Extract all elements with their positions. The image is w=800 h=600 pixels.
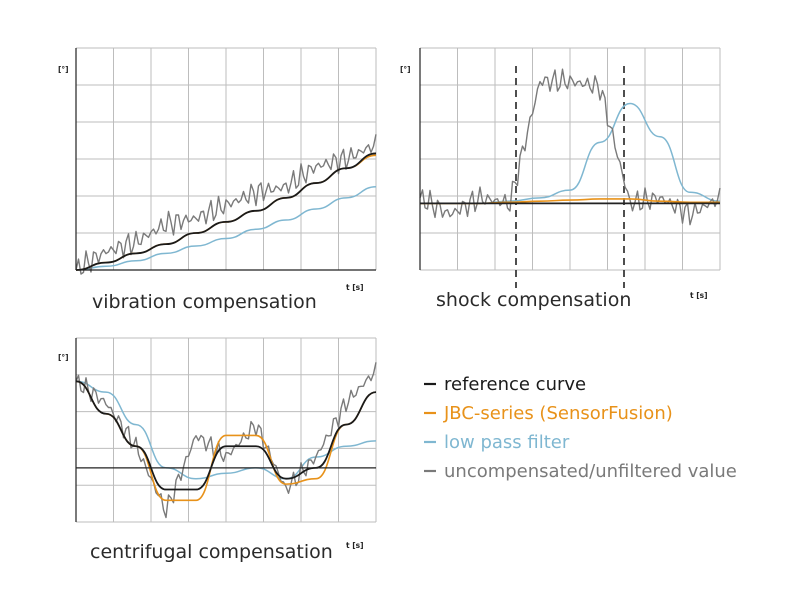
legend-label: uncompensated/unfiltered value <box>444 461 737 482</box>
legend: reference curve JBC-series (SensorFusion)… <box>424 374 737 482</box>
x-axis-label: t [s] <box>346 283 364 292</box>
y-axis-label: [°] <box>58 353 69 362</box>
shock-compensation-chart: [°] t [s] shock compensation <box>400 47 721 311</box>
centrifugal-compensation-chart: [°] t [s] centrifugal compensation <box>58 337 377 563</box>
series-raw <box>75 362 377 519</box>
y-axis-label: [°] <box>400 65 411 74</box>
series-raw <box>419 68 721 226</box>
series-lowpass <box>75 186 377 271</box>
series-raw <box>75 134 377 275</box>
x-axis-label: t [s] <box>690 291 708 300</box>
chart-title: centrifugal compensation <box>90 541 333 563</box>
series-reference <box>75 152 377 271</box>
legend-label: JBC-series (SensorFusion) <box>443 403 673 424</box>
chart-title: shock compensation <box>436 289 631 311</box>
y-axis-label: [°] <box>58 65 69 74</box>
vibration-compensation-chart: [°] t [s] vibration compensation <box>58 47 377 313</box>
x-axis-label: t [s] <box>346 541 364 550</box>
series-reference <box>75 380 377 491</box>
chart-title: vibration compensation <box>92 291 317 313</box>
legend-label: reference curve <box>444 374 586 395</box>
series-lowpass <box>75 380 377 480</box>
legend-label: low pass filter <box>444 432 570 453</box>
